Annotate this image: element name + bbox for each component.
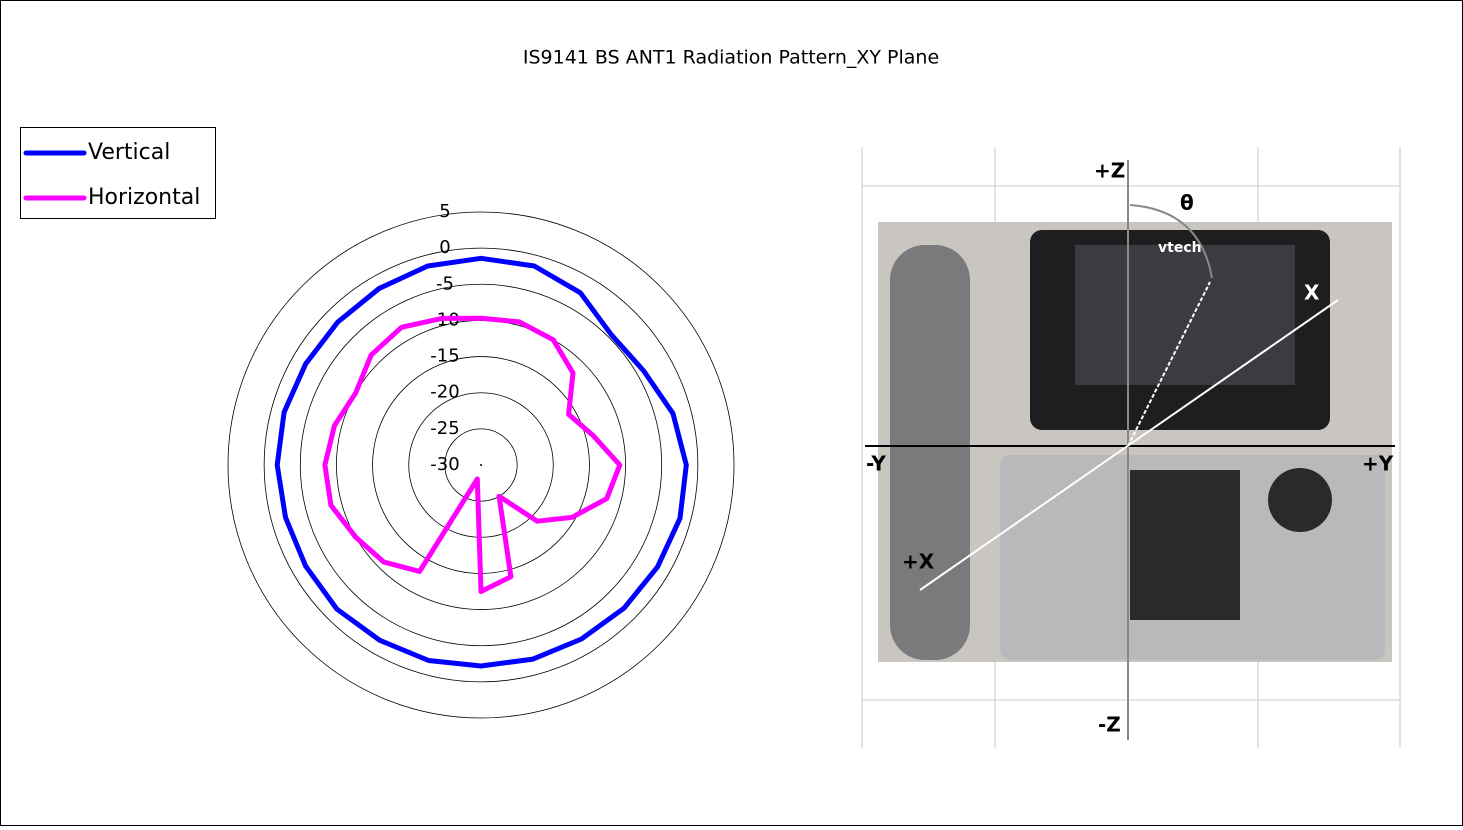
r-tick-label: -25 [430, 418, 459, 439]
r-tick-label: 5 [439, 201, 450, 222]
legend-label: Vertical [88, 140, 170, 165]
r-tick-label: -5 [436, 273, 454, 294]
photo: vtech +Z θ -Y +Y +X X -Z [862, 147, 1400, 748]
center-dot [480, 464, 482, 466]
axis-label: +Z [1094, 159, 1125, 183]
axis-label: +X [902, 550, 935, 574]
r-tick-label: 0 [439, 237, 450, 258]
axis-label: -Y [866, 452, 886, 476]
brand: vtech [1158, 240, 1202, 256]
r-tick-label: -20 [430, 382, 459, 403]
chart-title: IS9141 BS ANT1 Radiation Pattern_XY Plan… [523, 47, 939, 69]
axis-label: θ [1180, 191, 1194, 215]
axis-label: +Y [1362, 452, 1394, 476]
r-tick-label: -15 [430, 346, 459, 367]
legend-label: Horizontal [88, 185, 200, 210]
axis-label: -Z [1098, 713, 1121, 737]
axis-label: X [1304, 281, 1320, 305]
chart: IS9141 BS ANT1 Radiation Pattern_XY Plan… [0, 0, 1463, 826]
